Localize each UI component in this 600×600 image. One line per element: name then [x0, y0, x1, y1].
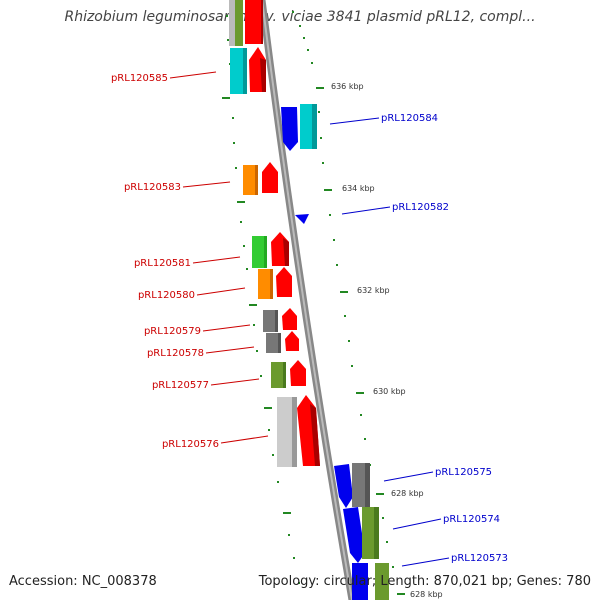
gene-label[interactable]: pRL120580 — [138, 290, 195, 301]
gene-block-pRL120579 — [263, 308, 297, 332]
gene-label[interactable]: pRL120575 — [435, 467, 492, 478]
genome-backbone — [258, 0, 356, 600]
kbp-label: 632 kbp — [357, 286, 390, 295]
forward-gene-labels: pRL120585 pRL120583 pRL120581 pRL120580 … — [111, 73, 219, 450]
gene-label[interactable]: pRL120585 — [111, 73, 168, 84]
gene-label[interactable]: pRL120582 — [392, 202, 449, 213]
map-title: Rhizobium leguminosarum bv. viciae 3841 … — [64, 9, 536, 25]
kbp-label: 634 kbp — [342, 184, 375, 193]
kbp-label: 628 kbp — [410, 590, 443, 599]
gene-label[interactable]: pRL120581 — [134, 258, 191, 269]
gene-block-pRL120575 — [334, 463, 370, 508]
gene-label[interactable]: pRL120576 — [162, 439, 219, 450]
leader-lines-forward — [169, 71, 269, 444]
gene-label[interactable]: pRL120578 — [147, 348, 204, 359]
gene-label[interactable]: pRL120574 — [443, 514, 500, 525]
accession-text: Accession: NC_008378 — [9, 574, 157, 589]
kbp-label: 628 kbp — [391, 489, 424, 498]
gene-block-pRL120580 — [258, 267, 292, 299]
gene-block-pRL120581 — [252, 232, 289, 268]
tick-marks — [222, 11, 405, 595]
gene-label[interactable]: pRL120583 — [124, 182, 181, 193]
gene-block-pRL120585 — [230, 47, 266, 94]
gene-block-pRL120582 — [295, 214, 309, 224]
kbp-label: 636 kbp — [331, 82, 364, 91]
gene-block-pRL120584 — [281, 104, 317, 151]
reverse-gene-labels: pRL120584 pRL120582 pRL120575 pRL120574 … — [381, 113, 508, 564]
gene-block-pRL120578 — [266, 331, 299, 353]
gene-block-pRL120576 — [277, 395, 320, 467]
leader-lines-reverse — [329, 117, 450, 567]
gene-block-pRL120573 — [352, 563, 389, 600]
gene-label[interactable]: pRL120584 — [381, 113, 438, 124]
gene-block-top — [229, 0, 263, 46]
gene-block-pRL120574 — [343, 507, 379, 563]
summary-text: Topology: circular; Length: 870,021 bp; … — [258, 574, 591, 589]
gene-label[interactable]: pRL120573 — [451, 553, 508, 564]
kbp-label: 630 kbp — [373, 387, 406, 396]
gene-label[interactable]: pRL120579 — [144, 326, 201, 337]
gene-label[interactable]: pRL120577 — [152, 380, 209, 391]
gene-block-pRL120577 — [271, 360, 306, 388]
gene-block-pRL120583 — [243, 162, 278, 195]
